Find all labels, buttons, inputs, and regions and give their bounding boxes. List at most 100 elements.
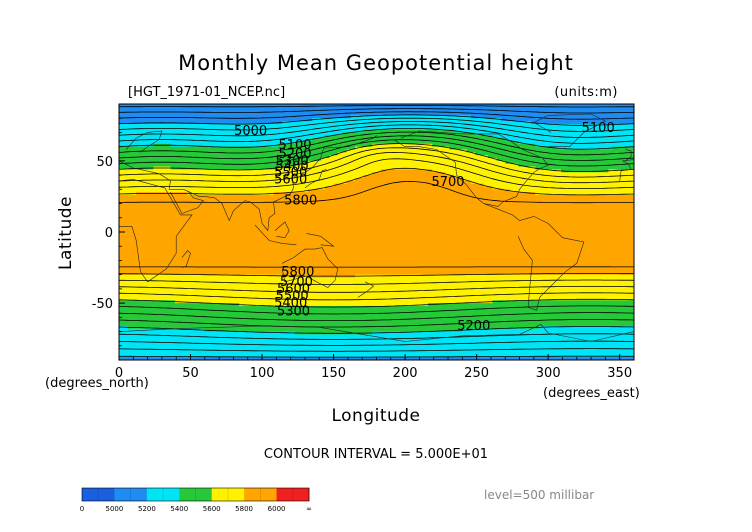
heat-cell — [329, 123, 335, 128]
heat-cell — [217, 206, 223, 210]
heat-cell — [312, 192, 318, 196]
heat-cell — [612, 209, 618, 213]
heat-cell — [385, 203, 390, 207]
heat-cell — [522, 209, 528, 213]
heat-cell — [432, 183, 438, 188]
heat-cell — [350, 155, 356, 159]
heat-cell — [432, 189, 438, 193]
heat-cell — [136, 197, 142, 202]
heat-cell — [513, 177, 519, 182]
heat-cell — [513, 143, 519, 148]
heat-cell — [389, 172, 395, 176]
heat-cell — [260, 212, 266, 216]
heat-cell — [337, 200, 343, 205]
heat-cell — [466, 197, 472, 202]
heat-cell — [561, 192, 566, 196]
heat-cell — [440, 146, 446, 151]
heat-cell — [119, 220, 124, 225]
heat-cell — [213, 177, 219, 182]
heat-cell — [522, 126, 528, 131]
heat-cell — [174, 104, 180, 108]
heat-cell — [153, 163, 159, 168]
heat-cell — [449, 126, 455, 131]
heat-cell — [569, 112, 575, 116]
heat-cell — [290, 212, 296, 216]
heat-cell — [277, 206, 283, 210]
heat-cell — [548, 132, 554, 136]
heat-cell — [531, 206, 536, 210]
heat-cell — [561, 195, 566, 199]
heat-cell — [363, 206, 369, 210]
heat-cell — [256, 132, 262, 136]
heat-cell — [591, 143, 596, 148]
heat-cell — [440, 155, 446, 159]
heat-cell — [230, 152, 236, 156]
heat-cell — [479, 146, 485, 151]
heat-cell — [389, 115, 395, 119]
heat-cell — [462, 146, 468, 151]
heat-cell — [260, 186, 266, 190]
heat-cell — [355, 203, 360, 207]
heat-cell — [346, 180, 352, 185]
heat-cell — [337, 106, 343, 111]
heat-cell — [367, 155, 373, 159]
heat-cell — [483, 126, 489, 131]
heat-cell — [526, 192, 532, 196]
heat-cell — [191, 138, 197, 142]
heat-cell — [299, 106, 305, 111]
heat-cell — [166, 118, 172, 122]
heat-cell — [119, 104, 124, 108]
heat-cell — [363, 169, 369, 173]
heat-cell — [209, 186, 215, 190]
heat-cell — [513, 118, 519, 122]
heat-cell — [127, 138, 133, 142]
heat-cell — [470, 209, 476, 213]
heat-cell — [526, 152, 532, 156]
heat-cell — [359, 195, 365, 199]
heat-cell — [436, 189, 442, 193]
heat-cell — [470, 123, 476, 128]
heat-cell — [329, 189, 335, 193]
heat-cell — [621, 121, 627, 125]
heat-cell — [402, 175, 408, 179]
heat-cell — [307, 203, 313, 207]
heat-cell — [496, 197, 502, 202]
heat-cell — [187, 189, 193, 193]
heat-cell — [629, 195, 634, 199]
heat-cell — [552, 118, 558, 122]
heat-cell — [325, 132, 330, 136]
heat-cell — [625, 186, 631, 190]
heat-cell — [397, 180, 403, 185]
heat-cell — [428, 209, 433, 213]
heat-cell — [432, 115, 438, 119]
heat-cell — [402, 163, 408, 168]
heat-cell — [312, 183, 318, 188]
heat-cell — [269, 212, 275, 216]
heat-cell — [436, 160, 442, 165]
heat-cell — [552, 115, 558, 119]
heat-cell — [200, 189, 206, 193]
heat-cell — [509, 203, 515, 207]
heat-cell — [483, 163, 489, 168]
heat-cell — [397, 220, 403, 225]
heat-cell — [282, 146, 287, 151]
heat-cell — [131, 214, 137, 219]
heat-cell — [355, 209, 360, 213]
heat-cell — [518, 172, 524, 176]
heat-cell — [380, 197, 386, 202]
heat-cell — [565, 214, 571, 219]
heat-cell — [569, 160, 575, 165]
heat-cell — [183, 189, 189, 193]
heat-cell — [423, 143, 429, 148]
heat-cell — [582, 209, 588, 213]
heat-cell — [350, 209, 356, 213]
heat-cell — [144, 217, 150, 222]
heat-cell — [157, 203, 163, 207]
heat-cell — [316, 206, 322, 210]
heat-cell — [470, 217, 476, 222]
heat-cell — [509, 121, 515, 125]
heat-cell — [556, 203, 562, 207]
heat-cell — [531, 169, 536, 173]
